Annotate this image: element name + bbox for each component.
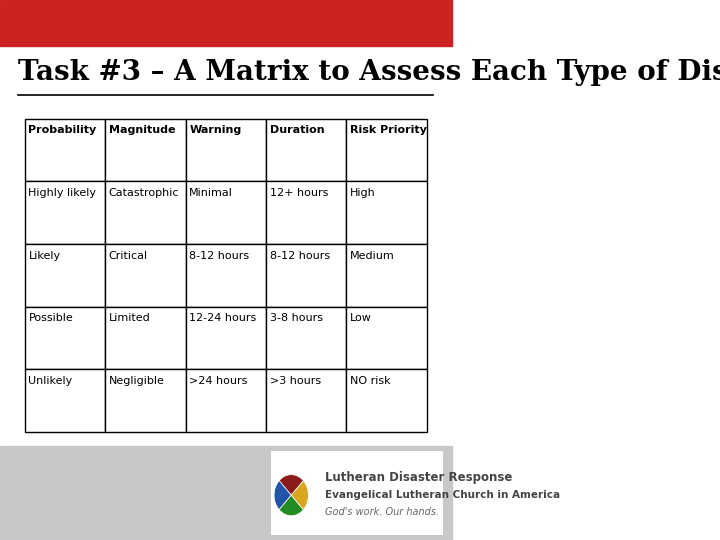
Bar (266, 119, 346, 181)
Text: >24 hours: >24 hours (189, 376, 248, 386)
Bar (346, 244, 427, 307)
Text: 3-8 hours: 3-8 hours (269, 313, 323, 323)
Bar (186, 244, 266, 307)
Text: Limited: Limited (109, 313, 150, 323)
Bar (266, 307, 346, 369)
Bar (24, 119, 105, 181)
Text: Likely: Likely (29, 251, 60, 261)
Bar (266, 244, 346, 307)
Bar (105, 307, 186, 369)
Text: Probability: Probability (29, 125, 96, 136)
Wedge shape (292, 481, 308, 510)
Bar (105, 369, 186, 432)
Text: God's work. Our hands.: God's work. Our hands. (325, 507, 439, 517)
Bar (24, 181, 105, 244)
Text: Warning: Warning (189, 125, 241, 136)
Text: Medium: Medium (350, 251, 395, 261)
Bar (266, 181, 346, 244)
Text: Unlikely: Unlikely (29, 376, 73, 386)
Text: Possible: Possible (29, 313, 73, 323)
Bar (24, 369, 105, 432)
Bar (266, 369, 346, 432)
Wedge shape (279, 475, 303, 495)
Bar (0, 446, 451, 540)
Text: Risk Priority: Risk Priority (350, 125, 427, 136)
Bar (346, 119, 427, 181)
Text: NO risk: NO risk (350, 376, 390, 386)
Wedge shape (274, 481, 292, 510)
Bar (186, 119, 266, 181)
Bar (24, 244, 105, 307)
Text: 12+ hours: 12+ hours (269, 188, 328, 198)
Bar (186, 181, 266, 244)
Text: Evangelical Lutheran Church in America: Evangelical Lutheran Church in America (325, 490, 560, 500)
Wedge shape (279, 495, 303, 516)
Text: >3 hours: >3 hours (269, 376, 320, 386)
Bar (346, 181, 427, 244)
Text: Highly likely: Highly likely (29, 188, 96, 198)
Text: 8-12 hours: 8-12 hours (189, 251, 249, 261)
Text: Critical: Critical (109, 251, 148, 261)
Bar (105, 119, 186, 181)
Text: Low: Low (350, 313, 372, 323)
Bar (346, 307, 427, 369)
Text: Magnitude: Magnitude (109, 125, 176, 136)
Text: Task #3 – A Matrix to Assess Each Type of Disasters: Task #3 – A Matrix to Assess Each Type o… (18, 59, 720, 86)
Bar (346, 369, 427, 432)
Text: Catastrophic: Catastrophic (109, 188, 179, 198)
Bar (105, 244, 186, 307)
Bar (24, 307, 105, 369)
Text: 8-12 hours: 8-12 hours (269, 251, 330, 261)
FancyBboxPatch shape (271, 451, 443, 535)
Text: High: High (350, 188, 376, 198)
Bar (186, 307, 266, 369)
Text: 12-24 hours: 12-24 hours (189, 313, 256, 323)
Text: Duration: Duration (269, 125, 324, 136)
Bar (186, 369, 266, 432)
Text: Lutheran Disaster Response: Lutheran Disaster Response (325, 471, 513, 484)
Text: Minimal: Minimal (189, 188, 233, 198)
Text: Negligible: Negligible (109, 376, 165, 386)
Bar (0, 0, 451, 46)
Bar (105, 181, 186, 244)
